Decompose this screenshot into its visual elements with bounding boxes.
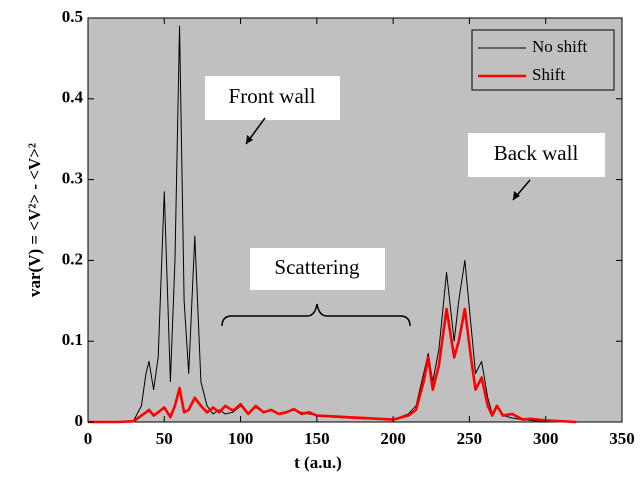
y-tick-label: 0.2 [62, 249, 83, 268]
legend-label: No shift [532, 37, 588, 56]
annotation-box [250, 248, 385, 290]
y-tick-label: 0.4 [62, 88, 84, 107]
legend-label: Shift [532, 65, 565, 84]
annotation: Scattering [274, 255, 360, 279]
series-line [88, 307, 577, 424]
y-tick-label: 0.1 [62, 330, 83, 349]
x-tick-label: 0 [84, 429, 93, 448]
x-tick-label: 150 [304, 429, 330, 448]
y-tick-label: 0.5 [62, 7, 83, 26]
legend [471, 29, 615, 91]
x-tick-label: 200 [380, 429, 406, 448]
x-tick-label: 300 [533, 429, 559, 448]
arrow-head [513, 191, 520, 200]
annotation: Back wall [494, 141, 579, 165]
arrow-head [246, 135, 253, 144]
x-tick-label: 100 [228, 429, 254, 448]
annotation: Front wall [229, 84, 316, 108]
series-line [88, 25, 577, 423]
annotation-box [205, 76, 340, 120]
y-tick-label: 0 [75, 411, 84, 430]
x-axis-label: t (a.u.) [294, 453, 342, 472]
x-tick-label: 350 [609, 429, 635, 448]
series-layer [88, 25, 577, 424]
y-tick-label: 0.3 [62, 169, 83, 188]
annotation-box [468, 133, 605, 177]
x-tick-label: 50 [156, 429, 173, 448]
x-tick-label: 250 [457, 429, 483, 448]
y-axis-label: var(V) = <V²> - <V>² [25, 143, 44, 297]
brace [221, 303, 411, 327]
